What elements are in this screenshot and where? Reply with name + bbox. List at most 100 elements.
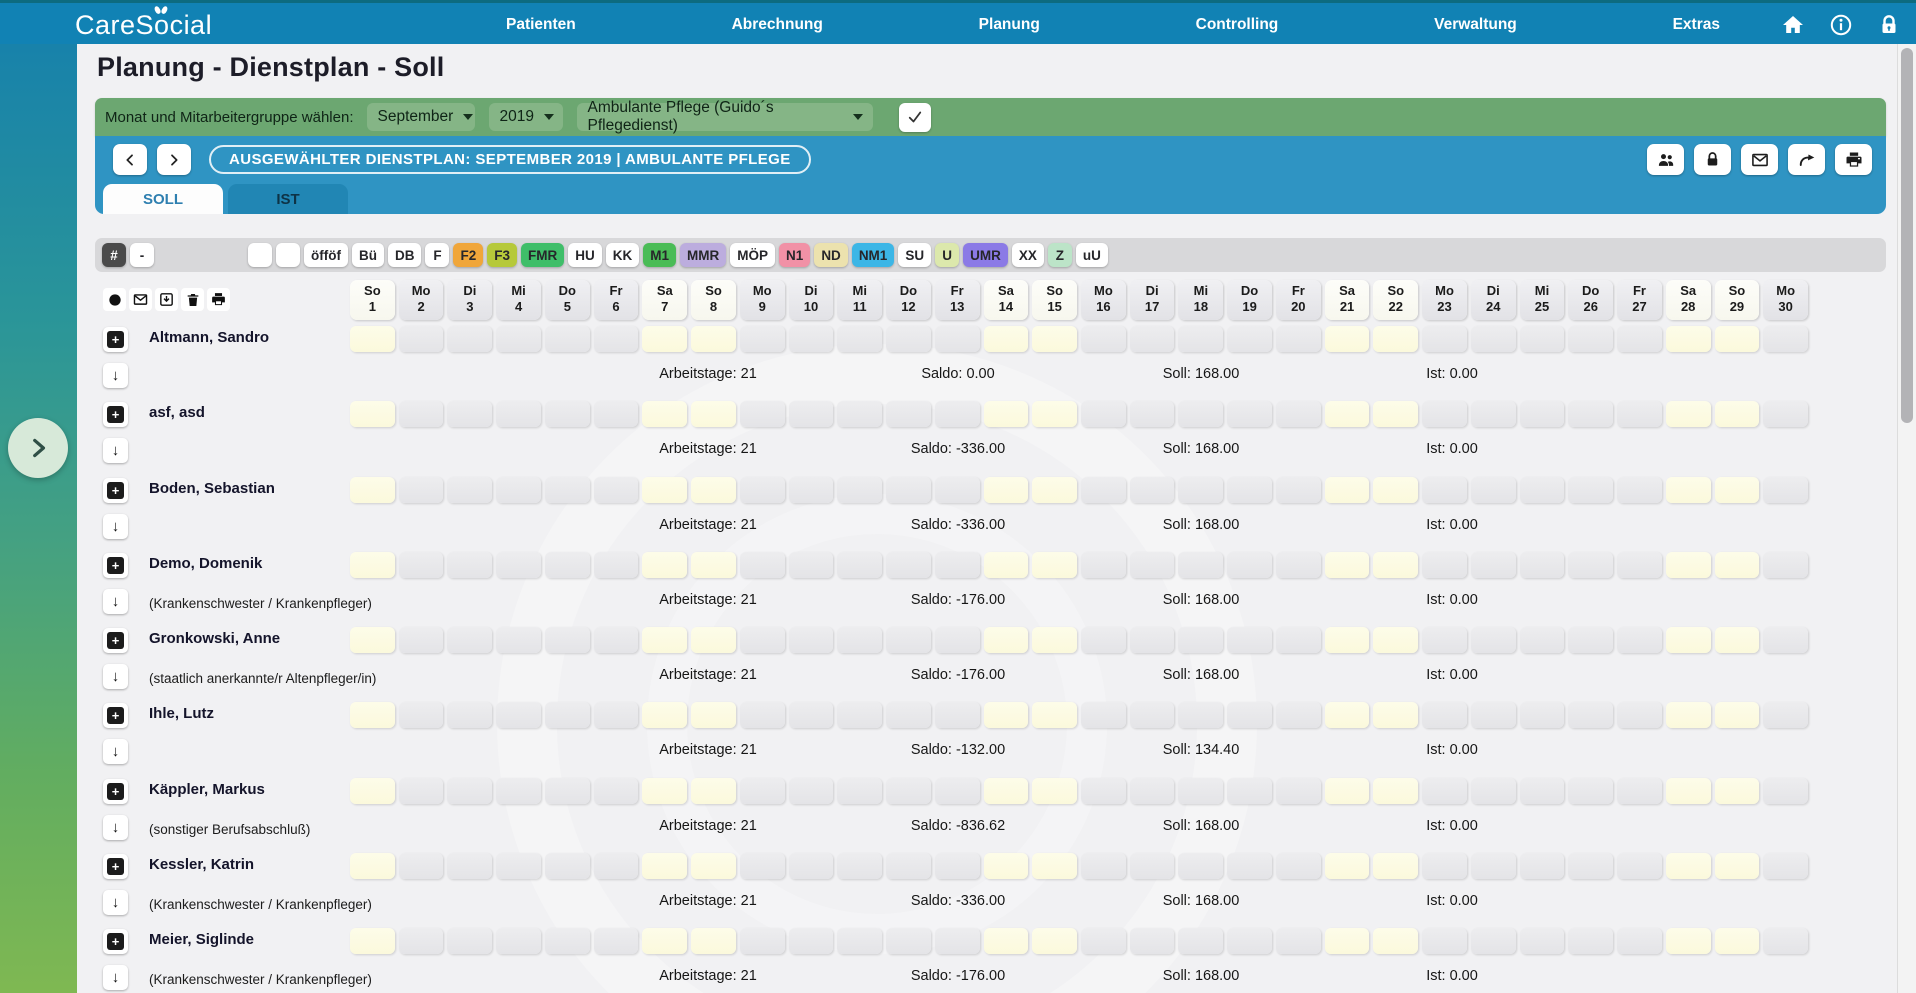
shift-cell-5[interactable] [544,702,590,729]
shift-cell-21[interactable] [1324,627,1370,654]
shift-cell-9[interactable] [739,777,785,804]
shift-cell-14[interactable] [983,702,1029,729]
expand-employee-button[interactable]: + [103,477,128,503]
shift-cell-8[interactable] [691,777,736,804]
day-header-2[interactable]: Mo 2 [398,280,444,320]
day-header-6[interactable]: Fr 6 [593,280,639,320]
shift-cell-13[interactable] [934,551,980,578]
lock-icon[interactable] [1876,12,1902,38]
shift-cell-12[interactable] [886,627,931,654]
shift-cell-4[interactable] [496,777,541,804]
shift-cell-17[interactable] [1129,551,1175,578]
day-header-4[interactable]: Mi 4 [496,280,541,320]
shift-cell-25[interactable] [1519,928,1565,955]
shift-cell-10[interactable] [788,702,834,729]
nav-item-verwaltung[interactable]: Verwaltung [1434,16,1517,33]
shift-cell-23[interactable] [1422,853,1467,880]
shift-cell-12[interactable] [886,702,931,729]
shift-cell-28[interactable] [1665,401,1711,428]
shift-cell-17[interactable] [1129,853,1175,880]
shift-cell-21[interactable] [1324,476,1370,503]
previous-plan-button[interactable] [113,144,147,175]
legend-badge-N1[interactable]: N1 [779,243,811,267]
shift-cell-23[interactable] [1422,326,1467,352]
shift-cell-29[interactable] [1714,627,1760,654]
shift-cell-10[interactable] [788,401,834,428]
shift-cell-20[interactable] [1275,702,1321,729]
shift-cell-26[interactable] [1568,777,1614,804]
shift-cell-5[interactable] [544,777,590,804]
shift-cell-30[interactable] [1763,928,1809,955]
shift-cell-21[interactable] [1324,326,1370,352]
shift-cell-15[interactable] [1032,326,1078,352]
shift-cell-2[interactable] [398,326,444,352]
shift-cell-3[interactable] [447,702,493,729]
shift-cell-23[interactable] [1422,476,1467,503]
sidebar-expand-button[interactable] [8,418,68,478]
day-header-14[interactable]: Sa 14 [983,280,1029,320]
group-select[interactable]: Ambulante Pflege (Guido´s Pflegedienst) [577,99,874,134]
shift-cell-4[interactable] [496,551,541,578]
legend-badge-ND[interactable]: ND [814,243,848,267]
expand-employee-button[interactable]: + [103,402,128,428]
shift-cell-19[interactable] [1227,401,1272,428]
shift-cell-19[interactable] [1227,702,1272,729]
shift-cell-24[interactable] [1470,777,1516,804]
expand-employee-button[interactable]: + [103,703,128,729]
shift-cell-17[interactable] [1129,627,1175,654]
day-header-21[interactable]: Sa 21 [1324,280,1370,320]
day-header-26[interactable]: Do 26 [1568,280,1614,320]
shift-cell-5[interactable] [544,476,590,503]
shift-cell-23[interactable] [1422,928,1467,955]
shift-cell-7[interactable] [642,476,688,503]
shift-cell-15[interactable] [1032,702,1078,729]
shift-cell-1[interactable] [350,551,395,578]
shift-cell-14[interactable] [983,401,1029,428]
shift-cell-30[interactable] [1763,401,1809,428]
legend-badge-MÖP[interactable]: MÖP [730,243,776,267]
shift-cell-15[interactable] [1032,928,1078,955]
shift-cell-11[interactable] [837,551,883,578]
shift-cell-30[interactable] [1763,326,1809,352]
day-header-10[interactable]: Di 10 [788,280,834,320]
shift-cell-8[interactable] [691,326,736,352]
shift-cell-11[interactable] [837,326,883,352]
shift-cell-26[interactable] [1568,853,1614,880]
shift-cell-29[interactable] [1714,928,1760,955]
shift-cell-19[interactable] [1227,928,1272,955]
legend-badge-SU[interactable]: SU [898,243,932,267]
nav-item-abrechnung[interactable]: Abrechnung [731,16,823,33]
shift-cell-20[interactable] [1275,627,1321,654]
shift-cell-16[interactable] [1081,627,1126,654]
shift-cell-8[interactable] [691,702,736,729]
app-logo[interactable]: CareSocial [75,10,213,40]
shift-cell-16[interactable] [1081,401,1126,428]
shift-cell-2[interactable] [398,551,444,578]
shift-cell-8[interactable] [691,476,736,503]
shift-cell-29[interactable] [1714,551,1760,578]
legend-badge-DB[interactable]: DB [387,243,422,267]
shift-cell-7[interactable] [642,551,688,578]
shift-cell-20[interactable] [1275,326,1321,352]
day-header-29[interactable]: So 29 [1714,280,1760,320]
print-rows-button[interactable] [207,288,230,311]
shift-cell-28[interactable] [1665,928,1711,955]
shift-cell-20[interactable] [1275,401,1321,428]
shift-cell-17[interactable] [1129,326,1175,352]
shift-cell-30[interactable] [1763,777,1809,804]
shift-cell-8[interactable] [691,401,736,428]
forward-button[interactable] [1788,144,1825,175]
day-header-17[interactable]: Di 17 [1129,280,1175,320]
shift-cell-13[interactable] [934,928,980,955]
shift-cell-13[interactable] [934,777,980,804]
shift-cell-20[interactable] [1275,551,1321,578]
shift-cell-1[interactable] [350,401,395,428]
shift-cell-5[interactable] [544,928,590,955]
shift-cell-16[interactable] [1081,702,1126,729]
shift-cell-9[interactable] [739,476,785,503]
shift-cell-7[interactable] [642,627,688,654]
shift-cell-6[interactable] [593,702,639,729]
shift-cell-28[interactable] [1665,853,1711,880]
expand-employee-button[interactable]: + [103,929,128,955]
legend-badge-dash[interactable]: - [130,243,154,267]
